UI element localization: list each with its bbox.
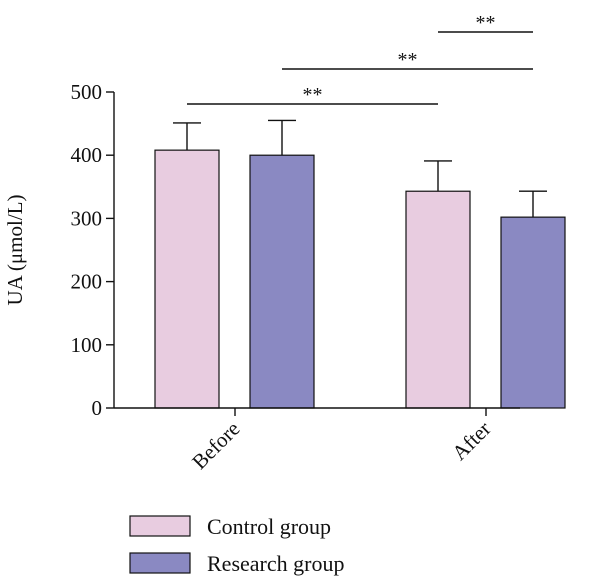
legend-swatch: [129, 515, 191, 537]
y-tick-label: 100: [71, 333, 103, 357]
y-tick-label: 0: [92, 396, 103, 420]
x-tick-label: After: [447, 417, 495, 465]
y-tick-label: 300: [71, 206, 103, 230]
significance-label: **: [476, 12, 496, 34]
bars: [154, 119, 566, 409]
axes: [113, 92, 520, 409]
legend-label: Research group: [207, 551, 344, 576]
legend-swatch: [129, 552, 191, 574]
legend: Control group Research group: [129, 514, 344, 576]
significance-label: **: [398, 49, 418, 71]
bar: [500, 216, 566, 409]
y-tick-label: 500: [71, 80, 103, 104]
x-tick-label: Before: [187, 417, 244, 474]
significance-annotations: ** ** **: [187, 12, 533, 106]
y-tick-label: 200: [71, 270, 103, 294]
significance-label: **: [303, 84, 323, 106]
bar: [154, 149, 220, 409]
y-tick-label: 400: [71, 143, 103, 167]
legend-label: Control group: [207, 514, 331, 539]
y-axis-label: UA (μmol/L): [3, 194, 27, 305]
bar: [405, 190, 471, 409]
bar: [249, 154, 315, 409]
